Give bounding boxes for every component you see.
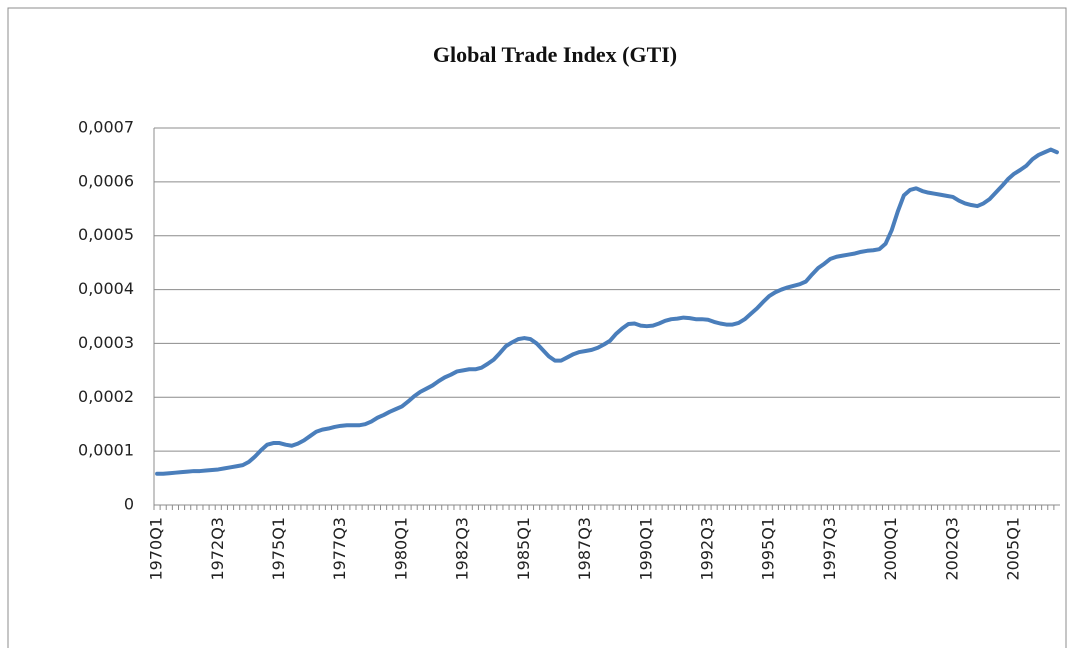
chart-frame (7, 7, 1067, 648)
x-tick-label: 1970Q1 (147, 517, 166, 581)
x-tick-label: 1977Q3 (330, 517, 349, 581)
data-line (155, 147, 1059, 476)
chart-title: Global Trade Index (GTI) (433, 42, 677, 67)
x-tick-label: 1992Q3 (698, 517, 717, 581)
x-tick-label: 1980Q1 (391, 517, 410, 581)
y-tick-label: 0,0001 (78, 441, 134, 460)
y-tick-label: 0,0004 (78, 279, 134, 298)
x-tick-label: 1995Q1 (759, 517, 778, 581)
x-tick-label: 1972Q3 (208, 517, 227, 581)
y-tick-label: 0,0007 (78, 118, 134, 137)
x-tick-label: 2005Q1 (1004, 517, 1023, 581)
x-tick-label: 1990Q1 (636, 517, 655, 581)
x-tick-label: 1997Q3 (820, 517, 839, 581)
x-tick-label: 1985Q1 (514, 517, 533, 581)
x-tick-label: 2000Q1 (881, 517, 900, 581)
y-tick-label: 0 (124, 495, 134, 514)
x-tick-label: 1987Q3 (575, 517, 594, 581)
y-tick-label: 0,0002 (78, 387, 134, 406)
y-tick-label: 0,0006 (78, 171, 134, 190)
x-tick-label: 1975Q1 (269, 517, 288, 581)
x-tick-label: 1982Q3 (453, 517, 472, 581)
y-tick-label: 0,0005 (78, 225, 134, 244)
x-tick-label: 2002Q3 (942, 517, 961, 581)
y-tick-label: 0,0003 (78, 333, 134, 352)
